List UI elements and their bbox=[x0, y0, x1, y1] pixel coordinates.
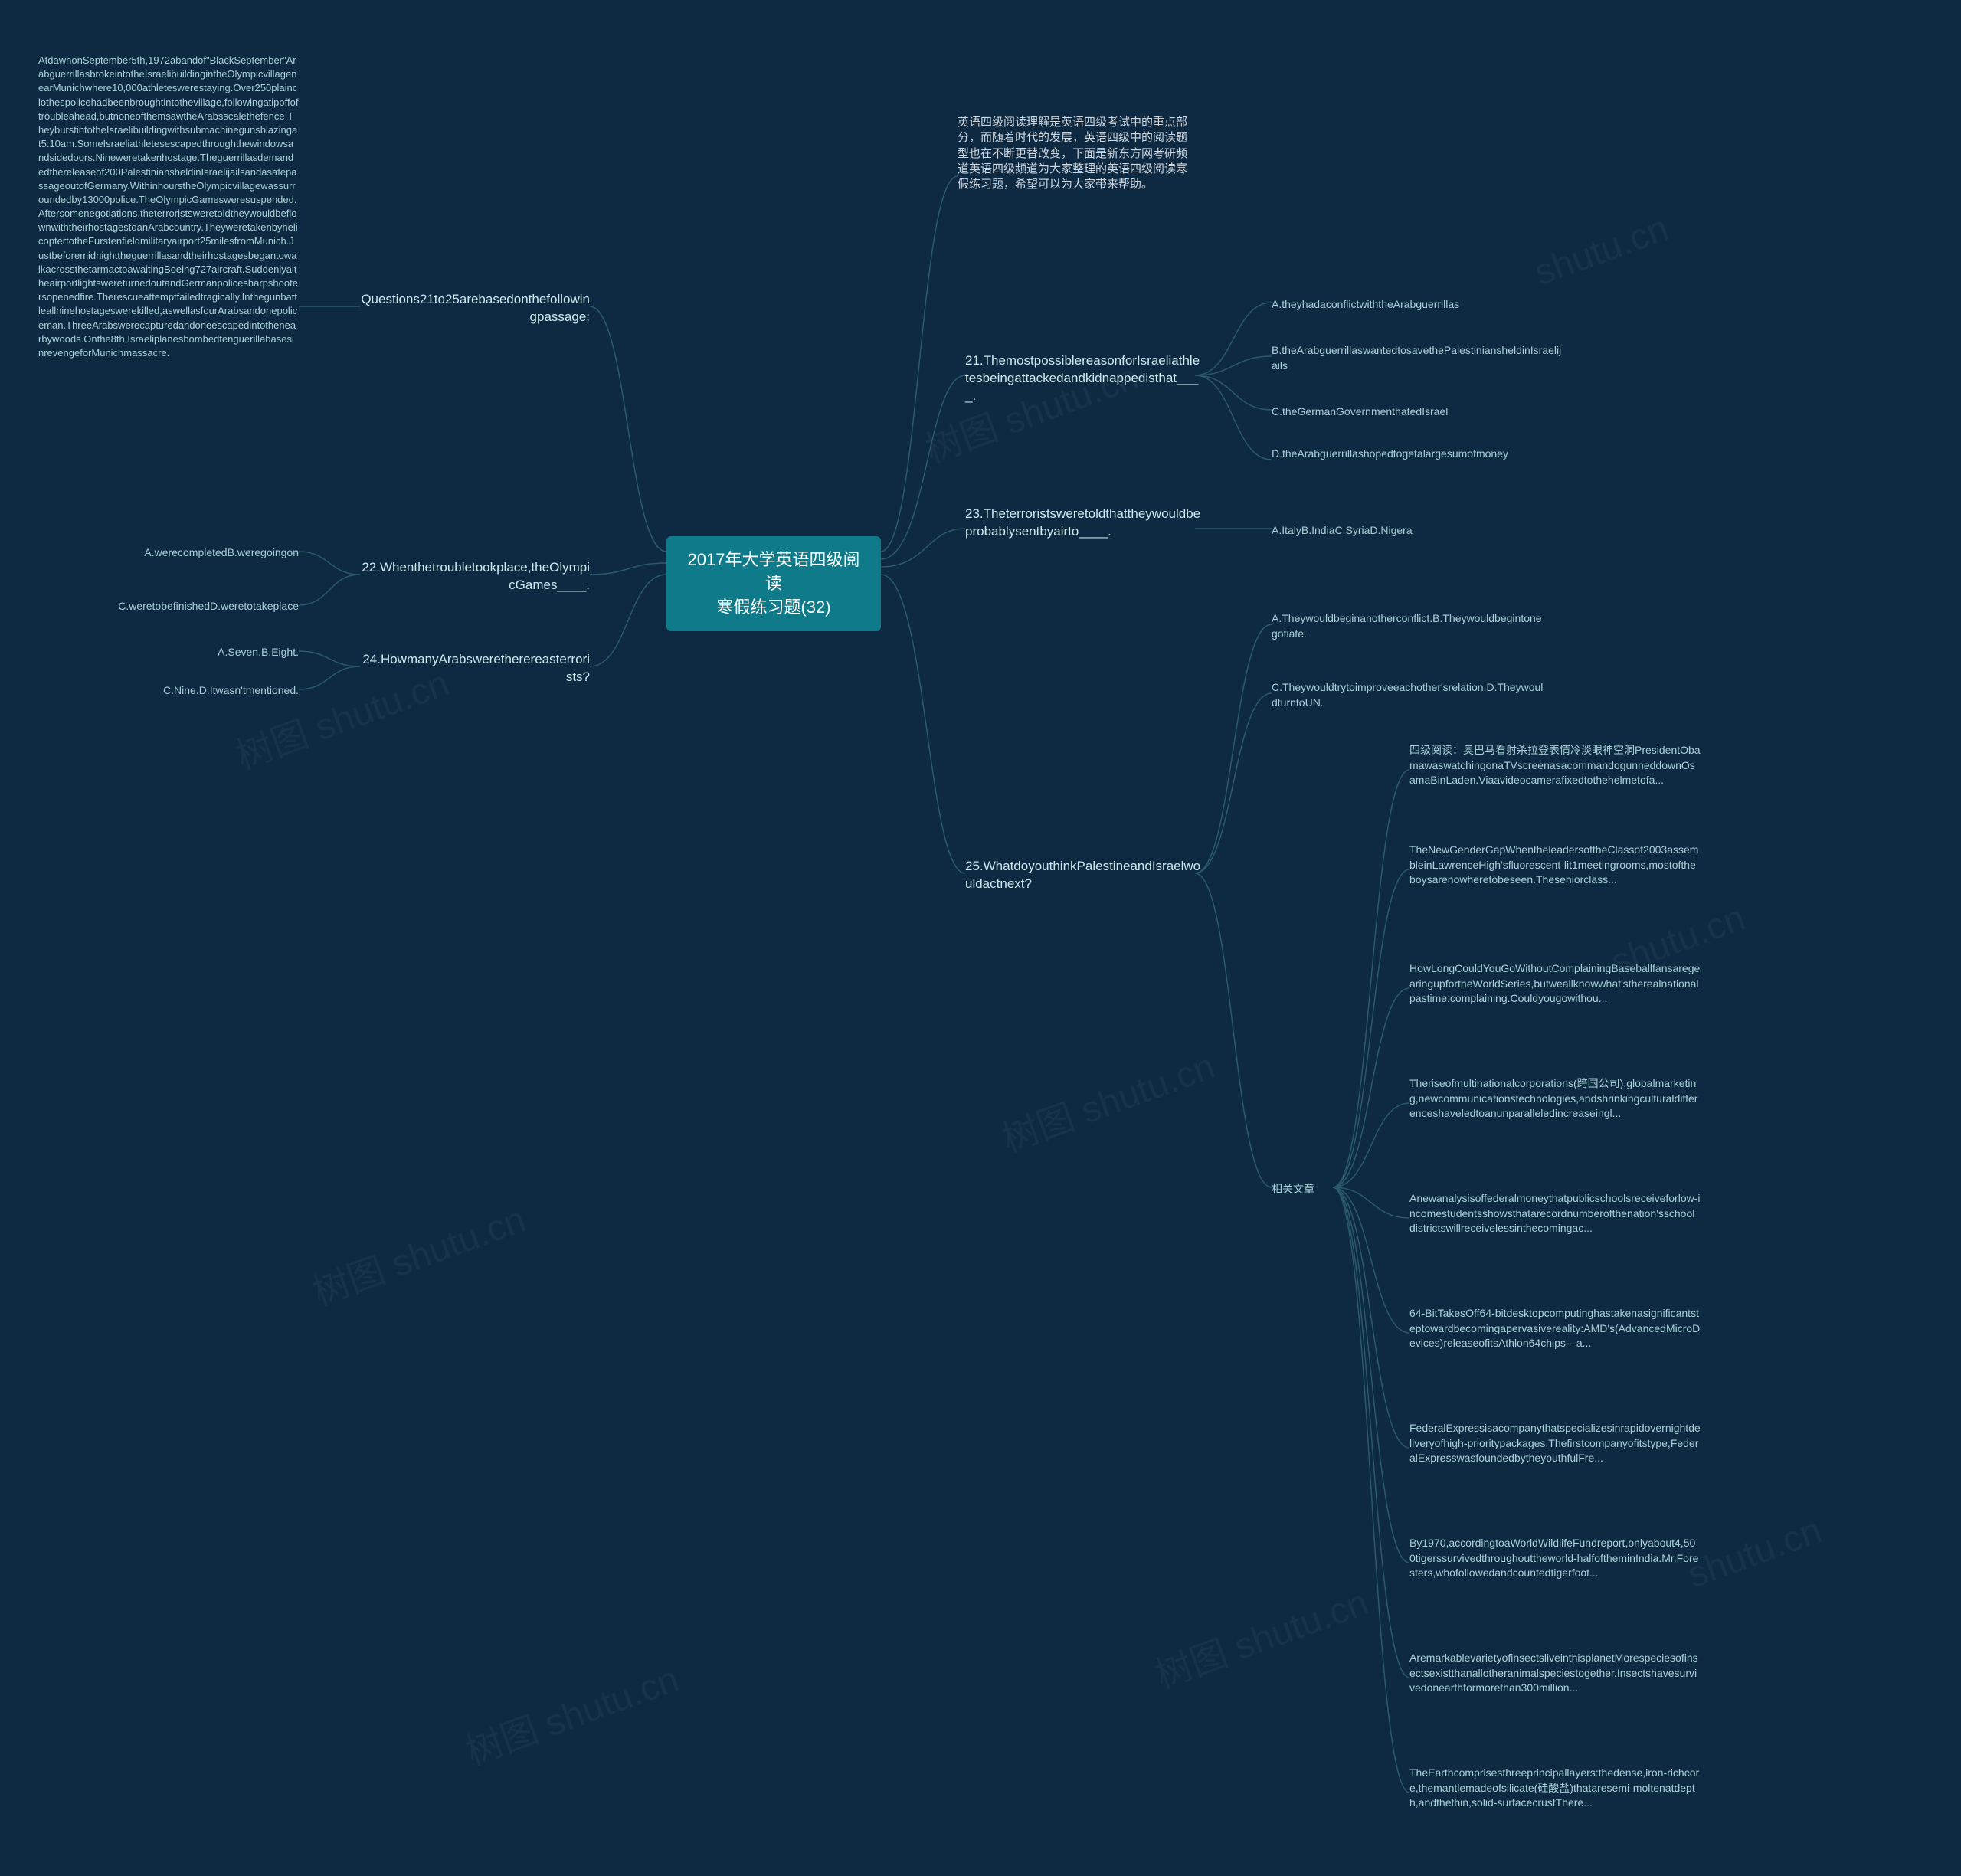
q21-c[interactable]: C.theGermanGovernmenthatedIsrael bbox=[1272, 404, 1563, 420]
related-0[interactable]: 四级阅读：奥巴马看射杀拉登表情冷淡眼神空洞PresidentObamawaswa… bbox=[1409, 743, 1701, 788]
related-1[interactable]: TheNewGenderGapWhentheleadersoftheClasso… bbox=[1409, 843, 1701, 888]
root-node[interactable]: 2017年大学英语四级阅读 寒假练习题(32) bbox=[666, 536, 881, 631]
related-5[interactable]: 64-BitTakesOff64-bitdesktopcomputinghast… bbox=[1409, 1306, 1701, 1351]
q21-b[interactable]: B.theArabguerrillaswantedtosavethePalest… bbox=[1272, 343, 1563, 373]
q21-d[interactable]: D.theArabguerrillashopedtogetalargesumof… bbox=[1272, 447, 1563, 462]
related-label[interactable]: 相关文章 bbox=[1272, 1182, 1333, 1197]
related-9[interactable]: TheEarthcomprisesthreeprincipallayers:th… bbox=[1409, 1766, 1701, 1811]
root-line1: 2017年大学英语四级阅读 bbox=[683, 548, 864, 596]
q22-label[interactable]: 22.Whenthetroubletookplace,theOlympicGam… bbox=[360, 559, 590, 594]
q23-a[interactable]: A.ItalyB.IndiaC.SyriaD.Nigera bbox=[1272, 523, 1563, 539]
related-4[interactable]: Anewanalysisoffederalmoneythatpublicscho… bbox=[1409, 1191, 1701, 1236]
q23-label[interactable]: 23.Theterroristsweretoldthattheywouldbep… bbox=[965, 506, 1203, 541]
watermark: 树图 shutu.cn bbox=[457, 1648, 685, 1775]
watermark: 树图 shutu.cn bbox=[304, 1189, 532, 1315]
watermark: shutu.cn bbox=[1682, 1510, 1827, 1597]
passage-label[interactable]: Questions21to25arebasedonthefollowingpas… bbox=[360, 291, 590, 326]
related-8[interactable]: Aremarkablevarietyofinsectsliveinthispla… bbox=[1409, 1651, 1701, 1696]
related-7[interactable]: By1970,accordingtoaWorldWildlifeFundrepo… bbox=[1409, 1536, 1701, 1581]
q25-b[interactable]: C.Theywouldtrytoimproveeachother'srelati… bbox=[1272, 680, 1547, 710]
related-6[interactable]: FederalExpressisacompanythatspecializesi… bbox=[1409, 1421, 1701, 1466]
related-3[interactable]: Theriseofmultinationalcorporations(跨国公司)… bbox=[1409, 1076, 1701, 1121]
q24-option-b[interactable]: C.Nine.D.Itwasn'tmentioned. bbox=[100, 683, 299, 699]
q24-label[interactable]: 24.HowmanyArabsweretherereasterrorists? bbox=[360, 651, 590, 686]
q21-label[interactable]: 21.ThemostpossiblereasonforIsraeliathlet… bbox=[965, 352, 1203, 405]
watermark: shutu.cn bbox=[1529, 208, 1674, 295]
intro-text: 英语四级阅读理解是英语四级考试中的重点部分，而随着时代的发展，英语四级中的阅读题… bbox=[958, 115, 1187, 192]
q21-a[interactable]: A.theyhadaconflictwiththeArabguerrillas bbox=[1272, 297, 1563, 313]
q25-label[interactable]: 25.WhatdoyouthinkPalestineandIsraelwould… bbox=[965, 858, 1203, 893]
q25-a[interactable]: A.Theywouldbeginanotherconflict.B.Theywo… bbox=[1272, 611, 1547, 641]
watermark: 树图 shutu.cn bbox=[1147, 1572, 1374, 1698]
root-line2: 寒假练习题(32) bbox=[683, 596, 864, 620]
q24-option-a[interactable]: A.Seven.B.Eight. bbox=[153, 645, 299, 660]
q22-option-a[interactable]: A.werecompletedB.weregoingon bbox=[77, 545, 299, 561]
q22-option-b[interactable]: C.weretobefinishedD.weretotakeplace bbox=[54, 599, 299, 614]
related-2[interactable]: HowLongCouldYouGoWithoutComplainingBaseb… bbox=[1409, 961, 1701, 1007]
passage-text: AtdawnonSeptember5th,1972abandof"BlackSe… bbox=[38, 54, 299, 360]
watermark: 树图 shutu.cn bbox=[994, 1036, 1221, 1162]
